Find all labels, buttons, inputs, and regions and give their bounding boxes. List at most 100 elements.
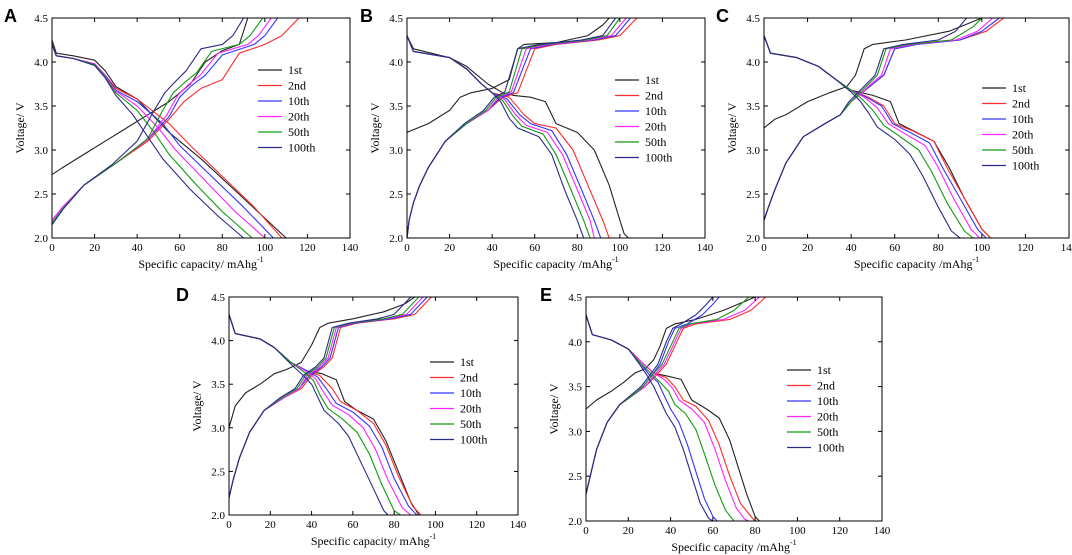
x-tick-label: 100 (612, 242, 629, 254)
legend-label: 50th (1012, 143, 1033, 157)
x-tick-label: 100 (257, 242, 274, 254)
series-20th-discharge-line (229, 314, 412, 515)
series-10th-discharge-line (586, 314, 718, 521)
y-tick-label: 4.0 (568, 337, 582, 349)
plot-frame (585, 296, 883, 522)
panel-letter: B (360, 6, 373, 26)
y-tick-label: 2.5 (746, 189, 760, 201)
series-10th-discharge-line (764, 35, 987, 238)
series-10th-discharge-line (52, 44, 274, 238)
x-tick-label: 80 (750, 525, 762, 537)
series-10th-charge-line (586, 297, 720, 495)
x-tick-label: 140 (510, 519, 527, 531)
y-tick-label: 2.0 (568, 516, 582, 528)
y-axis-label: Voltage/ V (13, 102, 27, 154)
x-tick-label: 0 (226, 519, 232, 531)
x-axis-label-superscript: -1 (612, 255, 619, 264)
x-tick-label: 40 (487, 242, 499, 254)
series-2nd-discharge-line (229, 314, 422, 515)
series-2nd-charge-line (407, 18, 638, 238)
y-tick-label: 4.5 (568, 292, 582, 304)
y-tick-label: 3.5 (34, 101, 48, 113)
x-tick-label: 120 (831, 525, 848, 537)
series-1st-charge-line (407, 18, 610, 133)
series-20th-charge-line (52, 18, 272, 221)
legend-label: 2nd (1012, 97, 1030, 111)
x-tick-label: 60 (529, 242, 541, 254)
legend-label: 100th (817, 441, 844, 455)
series-100th-discharge-line (586, 314, 714, 521)
y-tick-label: 2.5 (34, 189, 48, 201)
y-tick-label: 4.0 (746, 57, 760, 69)
panel-letter: E (540, 285, 552, 305)
y-tick-label: 4.5 (746, 13, 760, 25)
legend-label: 100th (1012, 159, 1039, 173)
panel-d: D 0 20 40 60 80 100 120 140 2.0 2.5 3.0 3.5 4.0 4.5 Spe… (176, 285, 527, 548)
x-tick-label: 100 (789, 525, 806, 537)
series-10th-charge-line (764, 18, 1000, 221)
y-tick-label: 3.5 (389, 101, 403, 113)
x-tick-label: 20 (265, 519, 277, 531)
curves (586, 297, 767, 521)
series-50th-discharge-line (52, 44, 253, 238)
panel-a: A 0 20 40 60 80 100 120 140 2.0 2.5 3.0 3.5 4.0 4.5 Spe… (4, 6, 359, 271)
y-tick-label: 2.0 (211, 510, 225, 522)
series-20th-charge-line (229, 297, 424, 498)
curves (52, 18, 300, 238)
series-50th-discharge-line (764, 35, 974, 238)
y-tick-label: 2.5 (389, 189, 403, 201)
panel-letter: A (4, 6, 17, 26)
y-tick-label: 4.0 (34, 57, 48, 69)
series-1st-discharge-line (764, 35, 991, 238)
legend-label: 100th (645, 151, 672, 165)
legend-label: 2nd (460, 371, 478, 385)
series-1st-discharge-line (52, 39, 287, 238)
series-1st-charge-line (586, 297, 756, 410)
y-tick-label: 3.0 (34, 145, 48, 157)
series-1st-charge-line (764, 18, 983, 129)
legend-label: 20th (1012, 128, 1033, 142)
panel-e: E 0 20 40 60 80 100 120 140 2.0 2.5 3.0 3.5 4.0 4.5 Spe… (540, 285, 891, 554)
y-tick-label: 4.5 (211, 292, 225, 304)
y-tick-label: 2.0 (34, 233, 48, 245)
y-tick-label: 4.5 (389, 13, 403, 25)
legend-label: 10th (460, 386, 481, 400)
y-tick-label: 4.5 (34, 13, 48, 25)
x-tick-label: 60 (889, 242, 901, 254)
legend-label: 10th (1012, 112, 1033, 126)
series-2nd-charge-line (52, 18, 300, 221)
series-2nd-discharge-line (52, 44, 283, 238)
y-tick-label: 3.0 (568, 426, 582, 438)
legend-label: 50th (460, 417, 481, 431)
y-tick-label: 2.5 (568, 471, 582, 483)
series-10th-charge-line (229, 297, 428, 498)
curves (229, 297, 432, 515)
x-tick-label: 20 (623, 525, 635, 537)
series-100th-discharge-line (407, 35, 585, 238)
series-20th-discharge-line (764, 35, 981, 238)
y-axis-label: Voltage/ V (190, 380, 204, 432)
x-tick-label: 140 (342, 242, 359, 254)
series-1st-charge-line (52, 18, 249, 176)
x-tick-label: 120 (1017, 242, 1034, 254)
series-10th-charge-line (52, 18, 279, 221)
x-tick-label: 140 (697, 242, 714, 254)
series-100th-charge-line (764, 18, 968, 221)
x-axis-label-superscript: -1 (972, 255, 979, 264)
series-20th-discharge-line (407, 35, 595, 238)
curves (407, 18, 638, 238)
legend-label: 100th (460, 433, 487, 447)
x-tick-label: 80 (217, 242, 229, 254)
x-axis-label: Specific capacity/ mAhg-1 (311, 532, 436, 548)
x-tick-label: 0 (583, 525, 589, 537)
curves (764, 18, 1004, 238)
series-1st-charge-line (229, 297, 416, 428)
panel-c: C 0 20 40 60 80 100 120 140 2.0 2.5 3.0 3.5 4.0 4.5 Spe… (716, 6, 1072, 271)
series-2nd-discharge-line (764, 35, 991, 238)
x-tick-label: 120 (654, 242, 671, 254)
x-tick-label: 40 (846, 242, 858, 254)
